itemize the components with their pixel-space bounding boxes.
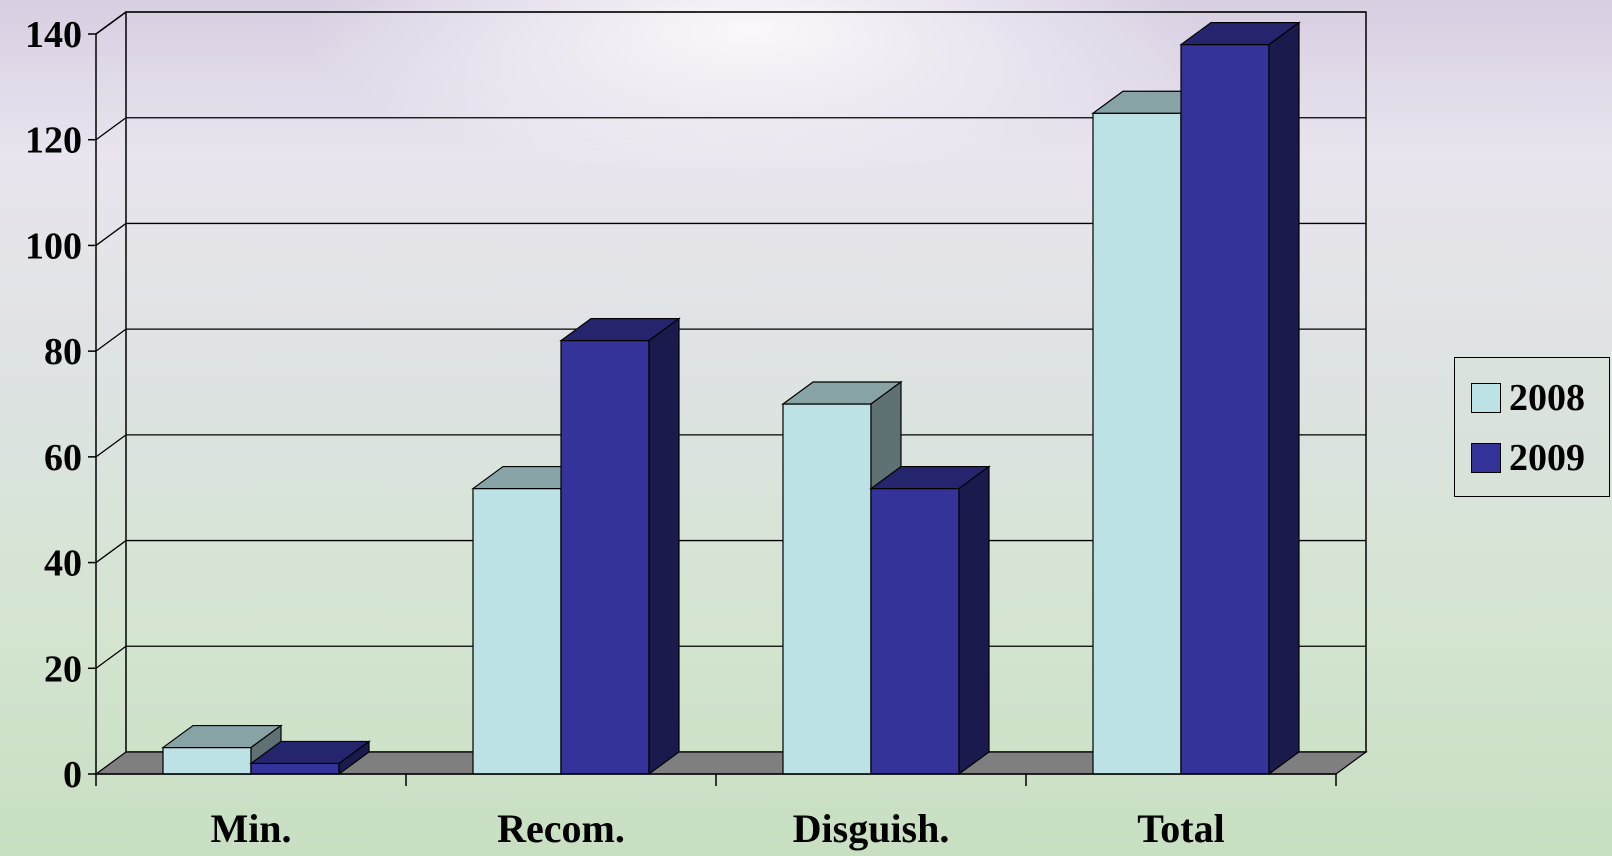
- x-tick-label: Recom.: [497, 806, 625, 851]
- bar-front: [782, 403, 872, 775]
- x-tick-label: Min.: [210, 806, 291, 851]
- bar-front: [870, 487, 960, 775]
- y-axis: 0 20 40 60 80 100 120 140: [25, 14, 97, 796]
- legend-swatch-2009: [1471, 443, 1501, 473]
- bar: [559, 317, 681, 776]
- legend: 2008 2009: [1454, 357, 1610, 497]
- x-axis: Min. Recom. Disguish. Total: [95, 773, 1337, 851]
- bar: [1179, 21, 1301, 776]
- y-tick-label: 40: [44, 543, 82, 585]
- bar-front: [472, 487, 562, 775]
- legend-label-2009: 2009: [1509, 437, 1585, 479]
- gridline-wall: [95, 328, 127, 352]
- y-tick-label: 0: [63, 754, 82, 796]
- gridline-wall: [95, 645, 127, 669]
- gridline-wall: [95, 117, 127, 141]
- gridline-wall: [95, 222, 127, 246]
- y-tick-label: 120: [25, 120, 82, 162]
- bars: [161, 21, 1301, 776]
- bar: [161, 724, 283, 776]
- bar-front: [250, 762, 340, 775]
- gridline-wall: [95, 434, 127, 458]
- bar-front: [1092, 112, 1182, 775]
- y-tick-label: 140: [25, 14, 82, 56]
- bar-front: [162, 746, 252, 775]
- y-tick-label: 60: [44, 437, 82, 479]
- bar-side: [958, 465, 990, 776]
- bar-front: [560, 339, 650, 775]
- legend-item-2009: 2009: [1471, 438, 1585, 478]
- bar-side: [1268, 21, 1300, 776]
- x-tick-label: Total: [1137, 806, 1224, 851]
- left-wall-top-edge: [95, 11, 127, 35]
- legend-label-2008: 2008: [1509, 377, 1585, 419]
- legend-swatch-2008: [1471, 383, 1501, 413]
- y-tick-label: 20: [44, 648, 82, 690]
- x-tick-label: Disguish.: [793, 806, 950, 851]
- bar-side: [338, 740, 370, 776]
- bar-side: [648, 317, 680, 776]
- y-tick-label: 80: [44, 331, 82, 373]
- bar: [249, 740, 371, 776]
- bar-front: [1180, 43, 1270, 775]
- bar: [869, 465, 991, 776]
- legend-item-2008: 2008: [1471, 378, 1585, 418]
- y-tick-label: 100: [25, 225, 82, 267]
- gridline-wall: [95, 540, 127, 564]
